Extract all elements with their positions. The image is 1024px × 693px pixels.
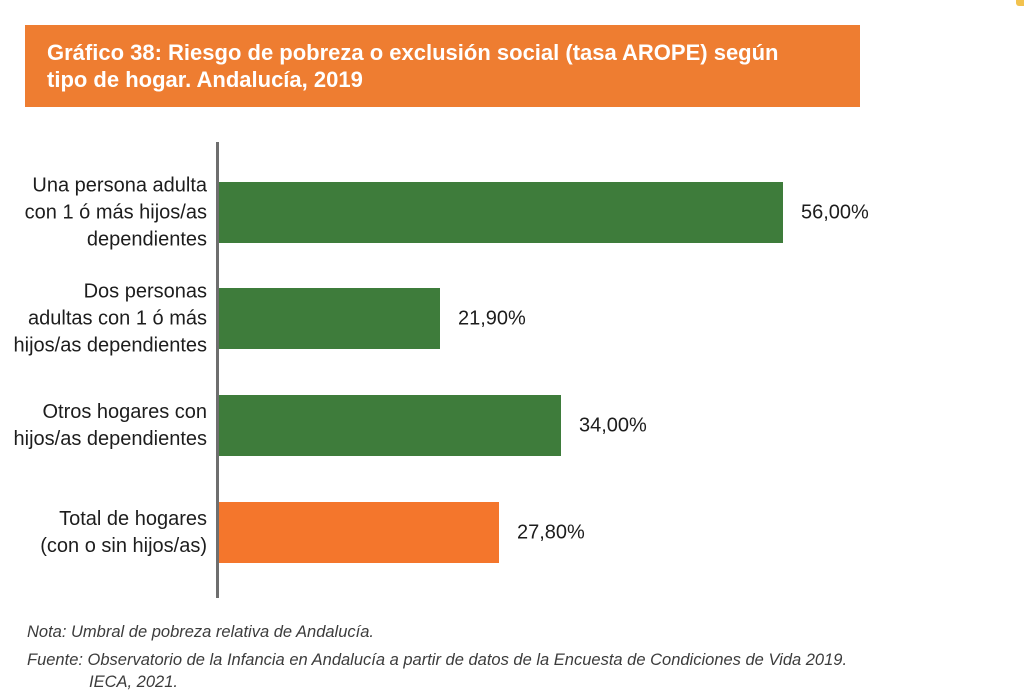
bar-row: Otros hogares con hijos/as dependientes 3…: [0, 395, 1024, 456]
category-label: Total de hogares (con o sin hijos/as): [40, 507, 207, 557]
bar: [219, 182, 783, 243]
value-label: 21,90%: [458, 307, 526, 329]
chart-source-line2: IECA, 2021.: [89, 673, 178, 691]
chart-source: Fuente: Observatorio de la Infancia en A…: [27, 649, 847, 693]
category-label: Dos personas adultas con 1 ó más hijos/a…: [13, 280, 207, 356]
chart-title-banner: Gráfico 38: Riesgo de pobreza o exclusió…: [25, 25, 860, 107]
chart-note: Nota: Umbral de pobreza relativa de Anda…: [27, 623, 374, 641]
bar-row: Total de hogares (con o sin hijos/as) 27,…: [0, 502, 1024, 563]
value-label: 34,00%: [579, 414, 647, 436]
category-label: Otros hogares con hijos/as dependientes: [13, 400, 207, 450]
category-label: Una persona adulta con 1 ó más hijos/as …: [24, 174, 207, 250]
bar-row: Una persona adulta con 1 ó más hijos/as …: [0, 174, 1024, 250]
bar-row: Dos personas adultas con 1 ó más hijos/a…: [0, 280, 1024, 356]
bar: [219, 288, 440, 349]
y-axis-line: [216, 142, 219, 598]
value-label: 56,00%: [801, 201, 869, 223]
corner-decoration-dot: [1016, 0, 1024, 6]
bar: [219, 395, 561, 456]
bar: [219, 502, 499, 563]
chart-title: Gráfico 38: Riesgo de pobreza o exclusió…: [47, 40, 779, 92]
value-label: 27,80%: [517, 521, 585, 543]
chart-source-line1: Fuente: Observatorio de la Infancia en A…: [27, 651, 848, 669]
